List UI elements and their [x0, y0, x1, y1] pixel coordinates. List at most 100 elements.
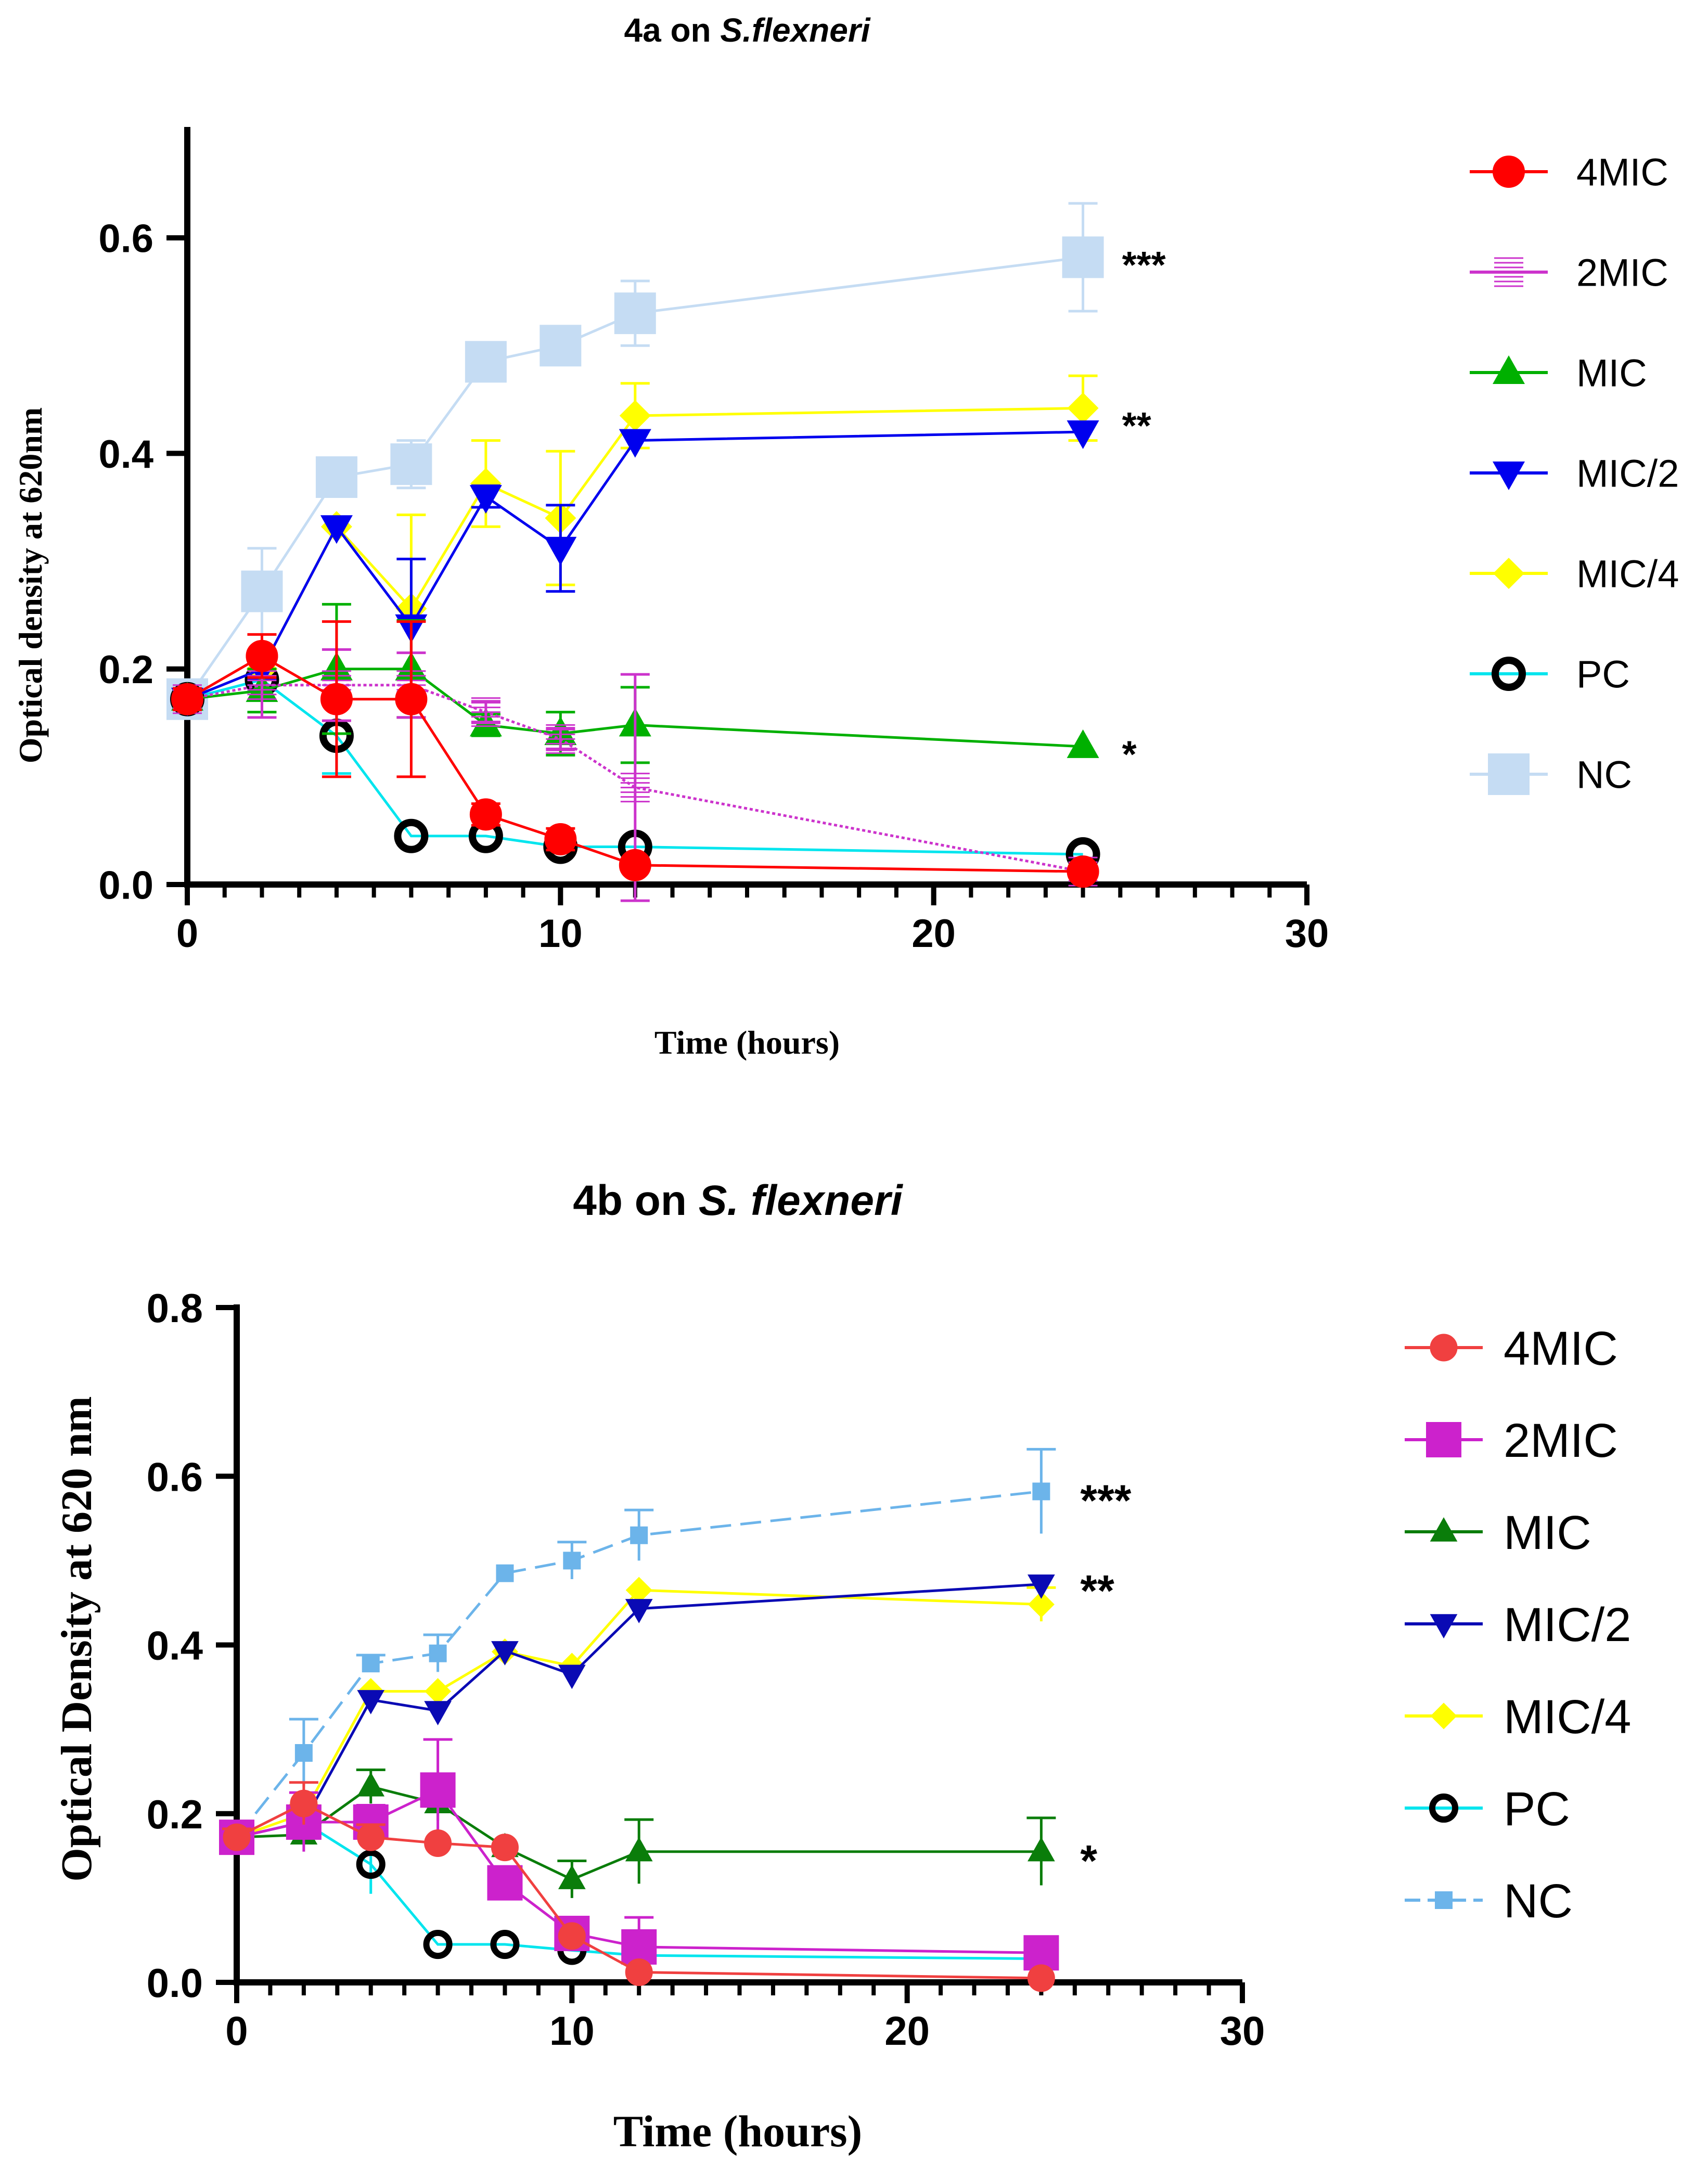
legend-item-MIC/2: MIC/2	[1470, 452, 1679, 495]
x-tick-label: 20	[911, 912, 956, 956]
data-point-NC	[429, 1644, 447, 1662]
chart-a-plot-area: ******	[166, 202, 1166, 902]
chart-b-x-axis-title: Time (hours)	[613, 2106, 863, 2156]
y-tick-label: 0.8	[147, 1285, 203, 1331]
legend-marker	[1430, 1334, 1458, 1362]
legend-label: PC	[1576, 653, 1630, 696]
legend-item-2MIC: 2MIC	[1405, 1414, 1618, 1467]
data-point-NC	[1062, 236, 1104, 278]
data-point-MIC	[357, 1772, 385, 1797]
legend-item-MIC/4: MIC/4	[1405, 1690, 1631, 1744]
y-tick-label: 0.4	[98, 432, 153, 477]
data-point-4MIC	[469, 798, 502, 831]
chart-b: 4b on S. flexneri Time (hours) Optical D…	[53, 1177, 1631, 2156]
data-point-NC	[465, 341, 507, 383]
data-point-2MIC	[546, 724, 575, 754]
legend-marker	[1429, 1793, 1459, 1823]
data-point-4MIC	[1027, 1964, 1055, 1992]
legend-marker	[1493, 156, 1525, 188]
data-point-4MIC	[223, 1823, 251, 1851]
significance-label: ***	[1080, 1476, 1131, 1525]
series-4MIC	[171, 620, 1099, 888]
data-point-MIC/2	[469, 485, 502, 514]
chart-a-y-axis-title: Optical density at 620nm	[12, 407, 49, 763]
data-point-4MIC	[544, 823, 577, 855]
legend-marker	[1430, 1517, 1458, 1542]
data-point-MIC/2	[491, 1641, 519, 1666]
legend-label: MIC/2	[1504, 1598, 1631, 1651]
legend-marker	[1493, 462, 1525, 490]
data-point-2MIC	[620, 773, 650, 803]
y-tick-label: 0.0	[147, 1960, 203, 2006]
legend-marker	[1494, 257, 1523, 287]
chart-a-x-axis-title: Time (hours)	[654, 1024, 840, 1061]
data-point-NC	[496, 1564, 514, 1582]
legend-marker	[1488, 753, 1530, 795]
data-point-NC	[315, 456, 357, 498]
data-point-MIC/2	[625, 1599, 653, 1623]
y-tick-label: 0.2	[98, 648, 153, 692]
data-point-PC	[356, 1849, 386, 1879]
series-4MIC	[222, 1781, 1055, 1992]
legend-item-MIC: MIC	[1470, 352, 1647, 395]
data-point-PC	[394, 818, 429, 853]
data-point-4MIC	[357, 1823, 385, 1851]
data-point-MIC/2	[1028, 1574, 1055, 1599]
chart-b-axes: 0 10 20 30 0.0 0.2 0.4 0.6 0.8	[147, 1285, 1265, 2054]
data-point-4MIC	[246, 639, 278, 672]
legend-label: 2MIC	[1576, 251, 1668, 294]
data-point-NC	[241, 570, 283, 612]
series-line	[236, 1490, 1042, 1838]
x-tick-label: 0	[176, 912, 198, 956]
legend-label: 2MIC	[1504, 1414, 1618, 1467]
legend-item-PC: PC	[1405, 1783, 1570, 1836]
chart-b-title: 4b on S. flexneri	[573, 1177, 904, 1224]
data-point-MIC	[558, 1865, 586, 1889]
chart-a-axes: 0 10 20 30 0.0 0.2 0.4 0.6	[98, 127, 1329, 956]
x-tick-label: 10	[549, 2008, 595, 2054]
data-point-MIC/4	[619, 400, 651, 431]
data-point-2MIC	[487, 1865, 523, 1901]
legend-label: MIC/4	[1576, 553, 1679, 596]
data-point-NC	[614, 292, 656, 335]
data-point-NC	[294, 1744, 313, 1762]
legend-label: MIC	[1576, 352, 1647, 395]
legend-marker	[1493, 558, 1524, 589]
data-point-MIC/2	[424, 1701, 452, 1726]
legend-item-4MIC: 4MIC	[1405, 1322, 1618, 1375]
x-tick-label: 0	[225, 2008, 248, 2054]
data-point-4MIC	[619, 849, 651, 881]
y-tick-label: 0.6	[98, 217, 153, 261]
legend-item-MIC/2: MIC/2	[1405, 1598, 1631, 1651]
data-point-NC	[1032, 1482, 1050, 1501]
series-line	[187, 668, 1083, 748]
data-point-MIC/4	[1028, 1591, 1055, 1618]
legend-marker	[1492, 657, 1526, 691]
legend-item-NC: NC	[1405, 1875, 1573, 1928]
legend-label: 4MIC	[1576, 151, 1668, 194]
legend-item-2MIC: 2MIC	[1470, 251, 1668, 294]
legend-item-4MIC: 4MIC	[1470, 151, 1668, 194]
y-tick-label: 0.4	[147, 1623, 203, 1669]
significance-label: *	[1122, 734, 1137, 775]
legend-marker	[1430, 1702, 1457, 1730]
x-tick-label: 20	[884, 2008, 930, 2054]
significance-label: **	[1122, 405, 1151, 447]
data-point-PC	[423, 1929, 453, 1959]
legend-label: 4MIC	[1504, 1322, 1618, 1375]
data-point-MIC/2	[1067, 420, 1099, 449]
y-tick-label: 0.2	[147, 1791, 203, 1837]
data-point-4MIC	[290, 1789, 318, 1817]
chart-b-legend: 4MIC 2MIC MIC MIC/2 MIC/4 PC NC	[1405, 1322, 1631, 1928]
data-point-4MIC	[395, 683, 428, 715]
significance-label: ***	[1122, 245, 1166, 286]
data-point-MIC/2	[357, 1690, 385, 1714]
legend-marker	[1430, 1614, 1458, 1639]
data-point-MIC/2	[544, 536, 577, 566]
data-point-NC	[630, 1526, 648, 1544]
data-point-4MIC	[1067, 855, 1099, 888]
legend-label: NC	[1504, 1875, 1573, 1928]
legend-item-PC: PC	[1470, 653, 1630, 696]
